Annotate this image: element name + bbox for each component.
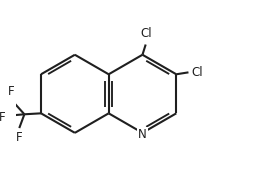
Text: F: F xyxy=(16,131,22,144)
Text: F: F xyxy=(0,111,5,124)
Text: F: F xyxy=(8,85,15,98)
Text: Cl: Cl xyxy=(140,27,152,40)
Text: Cl: Cl xyxy=(191,66,203,79)
Text: N: N xyxy=(138,128,147,141)
